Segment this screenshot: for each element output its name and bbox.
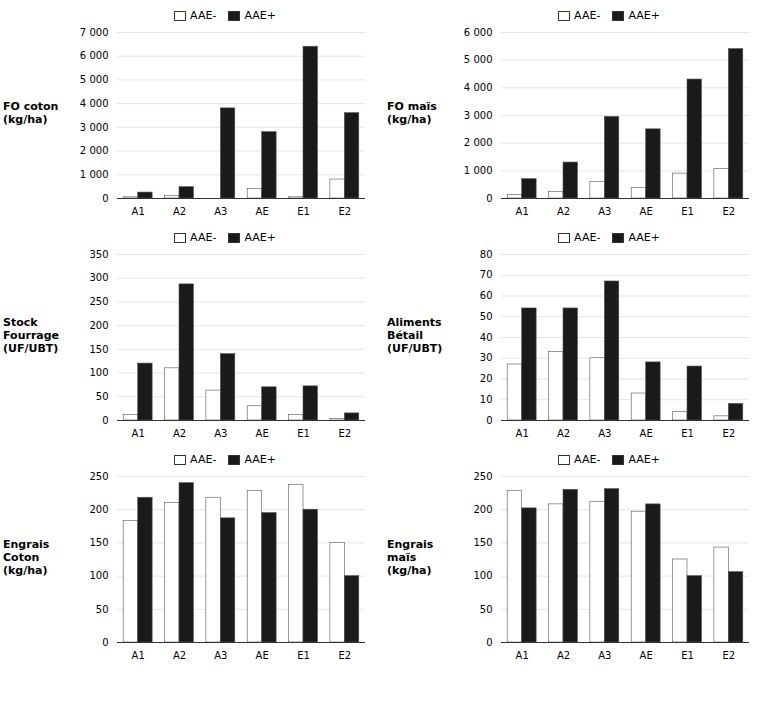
html-text:AAE-: AAE- <box>190 230 217 244</box>
svg-text:200: 200 <box>89 320 108 331</box>
html-text:AAE-: AAE- <box>574 452 601 466</box>
svg-text:70: 70 <box>480 269 493 280</box>
svg-text:A2: A2 <box>557 206 570 217</box>
svg-text:AE: AE <box>256 650 269 661</box>
svg-text:E2: E2 <box>722 206 735 217</box>
svg-text:100: 100 <box>89 570 108 581</box>
svg-text:A3: A3 <box>214 206 227 217</box>
html-text:FO maïs (kg/ha): FO maïs (kg/ha) <box>387 100 437 126</box>
svg-text:A2: A2 <box>173 428 186 439</box>
svg-text:AE: AE <box>256 206 269 217</box>
svg-text:1 000: 1 000 <box>80 169 109 180</box>
svg-text:AE: AE <box>640 428 653 439</box>
svg-text:A3: A3 <box>598 206 611 217</box>
svg-text:200: 200 <box>89 504 108 515</box>
svg-text:1 000: 1 000 <box>464 165 493 176</box>
html-text:AAE-: AAE- <box>574 230 601 244</box>
svg-text:A3: A3 <box>214 428 227 439</box>
html-text:FO coton (kg/ha): FO coton (kg/ha) <box>3 100 59 126</box>
svg-text:E1: E1 <box>681 428 694 439</box>
svg-text:60: 60 <box>480 290 493 301</box>
svg-text:AE: AE <box>256 428 269 439</box>
svg-text:0: 0 <box>102 415 108 426</box>
svg-text:3 000: 3 000 <box>464 110 493 121</box>
svg-text:4 000: 4 000 <box>80 98 109 109</box>
svg-text:350: 350 <box>89 249 108 260</box>
svg-text:4 000: 4 000 <box>464 82 493 93</box>
svg-text:0: 0 <box>486 415 492 426</box>
svg-text:100: 100 <box>473 570 492 581</box>
svg-text:A1: A1 <box>516 650 529 661</box>
svg-text:20: 20 <box>480 373 493 384</box>
svg-text:E1: E1 <box>297 206 310 217</box>
svg-text:E1: E1 <box>297 428 310 439</box>
html-text:AAE-: AAE- <box>190 8 217 22</box>
html-text:AAE-: AAE- <box>574 8 601 22</box>
svg-text:E2: E2 <box>338 428 351 439</box>
html-text:AAE+: AAE+ <box>244 452 276 466</box>
svg-text:A2: A2 <box>557 650 570 661</box>
svg-text:A2: A2 <box>173 206 186 217</box>
svg-text:A3: A3 <box>598 428 611 439</box>
html-text:Engrais Coton (kg/ha): Engrais Coton (kg/ha) <box>3 537 50 577</box>
svg-text:250: 250 <box>89 471 108 482</box>
svg-text:AE: AE <box>640 206 653 217</box>
svg-text:5 000: 5 000 <box>464 54 493 65</box>
svg-text:100: 100 <box>89 367 108 378</box>
svg-text:E2: E2 <box>722 428 735 439</box>
svg-text:200: 200 <box>473 504 492 515</box>
svg-text:E1: E1 <box>297 650 310 661</box>
svg-text:0: 0 <box>102 637 108 648</box>
svg-text:30: 30 <box>480 352 493 363</box>
svg-text:3 000: 3 000 <box>80 122 109 133</box>
svg-text:0: 0 <box>486 637 492 648</box>
html-text:Aliments Bétail (UF/UBT): Aliments Bétail (UF/UBT) <box>387 315 443 355</box>
svg-text:150: 150 <box>89 537 108 548</box>
svg-text:E2: E2 <box>722 650 735 661</box>
svg-text:0: 0 <box>486 193 492 204</box>
svg-text:A1: A1 <box>132 650 145 661</box>
svg-text:2 000: 2 000 <box>464 137 493 148</box>
svg-text:E1: E1 <box>681 650 694 661</box>
svg-text:50: 50 <box>480 311 493 322</box>
svg-text:E1: E1 <box>681 206 694 217</box>
html-text:AAE+: AAE+ <box>244 230 276 244</box>
svg-text:A3: A3 <box>214 650 227 661</box>
svg-text:50: 50 <box>96 604 109 615</box>
html-text:AAE+: AAE+ <box>244 8 276 22</box>
html-text:AAE+: AAE+ <box>628 452 660 466</box>
svg-text:0: 0 <box>102 193 108 204</box>
html-text:AAE-: AAE- <box>190 452 217 466</box>
svg-text:A2: A2 <box>557 428 570 439</box>
svg-text:A1: A1 <box>132 428 145 439</box>
svg-text:A1: A1 <box>132 206 145 217</box>
svg-text:10: 10 <box>480 394 493 405</box>
svg-text:2 000: 2 000 <box>80 145 109 156</box>
svg-text:A2: A2 <box>173 650 186 661</box>
svg-text:5 000: 5 000 <box>80 74 109 85</box>
svg-text:40: 40 <box>480 332 493 343</box>
svg-text:6 000: 6 000 <box>80 50 109 61</box>
svg-text:80: 80 <box>480 249 493 260</box>
svg-text:150: 150 <box>89 344 108 355</box>
svg-text:7 000: 7 000 <box>80 27 109 38</box>
svg-text:50: 50 <box>480 604 493 615</box>
svg-text:A3: A3 <box>598 650 611 661</box>
svg-text:300: 300 <box>89 272 108 283</box>
svg-text:A1: A1 <box>516 428 529 439</box>
svg-text:A1: A1 <box>516 206 529 217</box>
svg-text:250: 250 <box>89 296 108 307</box>
html-text:AAE+: AAE+ <box>628 8 660 22</box>
svg-text:250: 250 <box>473 471 492 482</box>
svg-text:E2: E2 <box>338 650 351 661</box>
html-text:AAE+: AAE+ <box>628 230 660 244</box>
html-text:Stock Fourrage (UF/UBT): Stock Fourrage (UF/UBT) <box>3 315 60 355</box>
svg-text:AE: AE <box>640 650 653 661</box>
svg-text:150: 150 <box>473 537 492 548</box>
svg-text:6 000: 6 000 <box>464 27 493 38</box>
svg-text:E2: E2 <box>338 206 351 217</box>
svg-text:50: 50 <box>96 391 109 402</box>
html-text:Engrais maïs (kg/ha): Engrais maïs (kg/ha) <box>387 537 434 577</box>
